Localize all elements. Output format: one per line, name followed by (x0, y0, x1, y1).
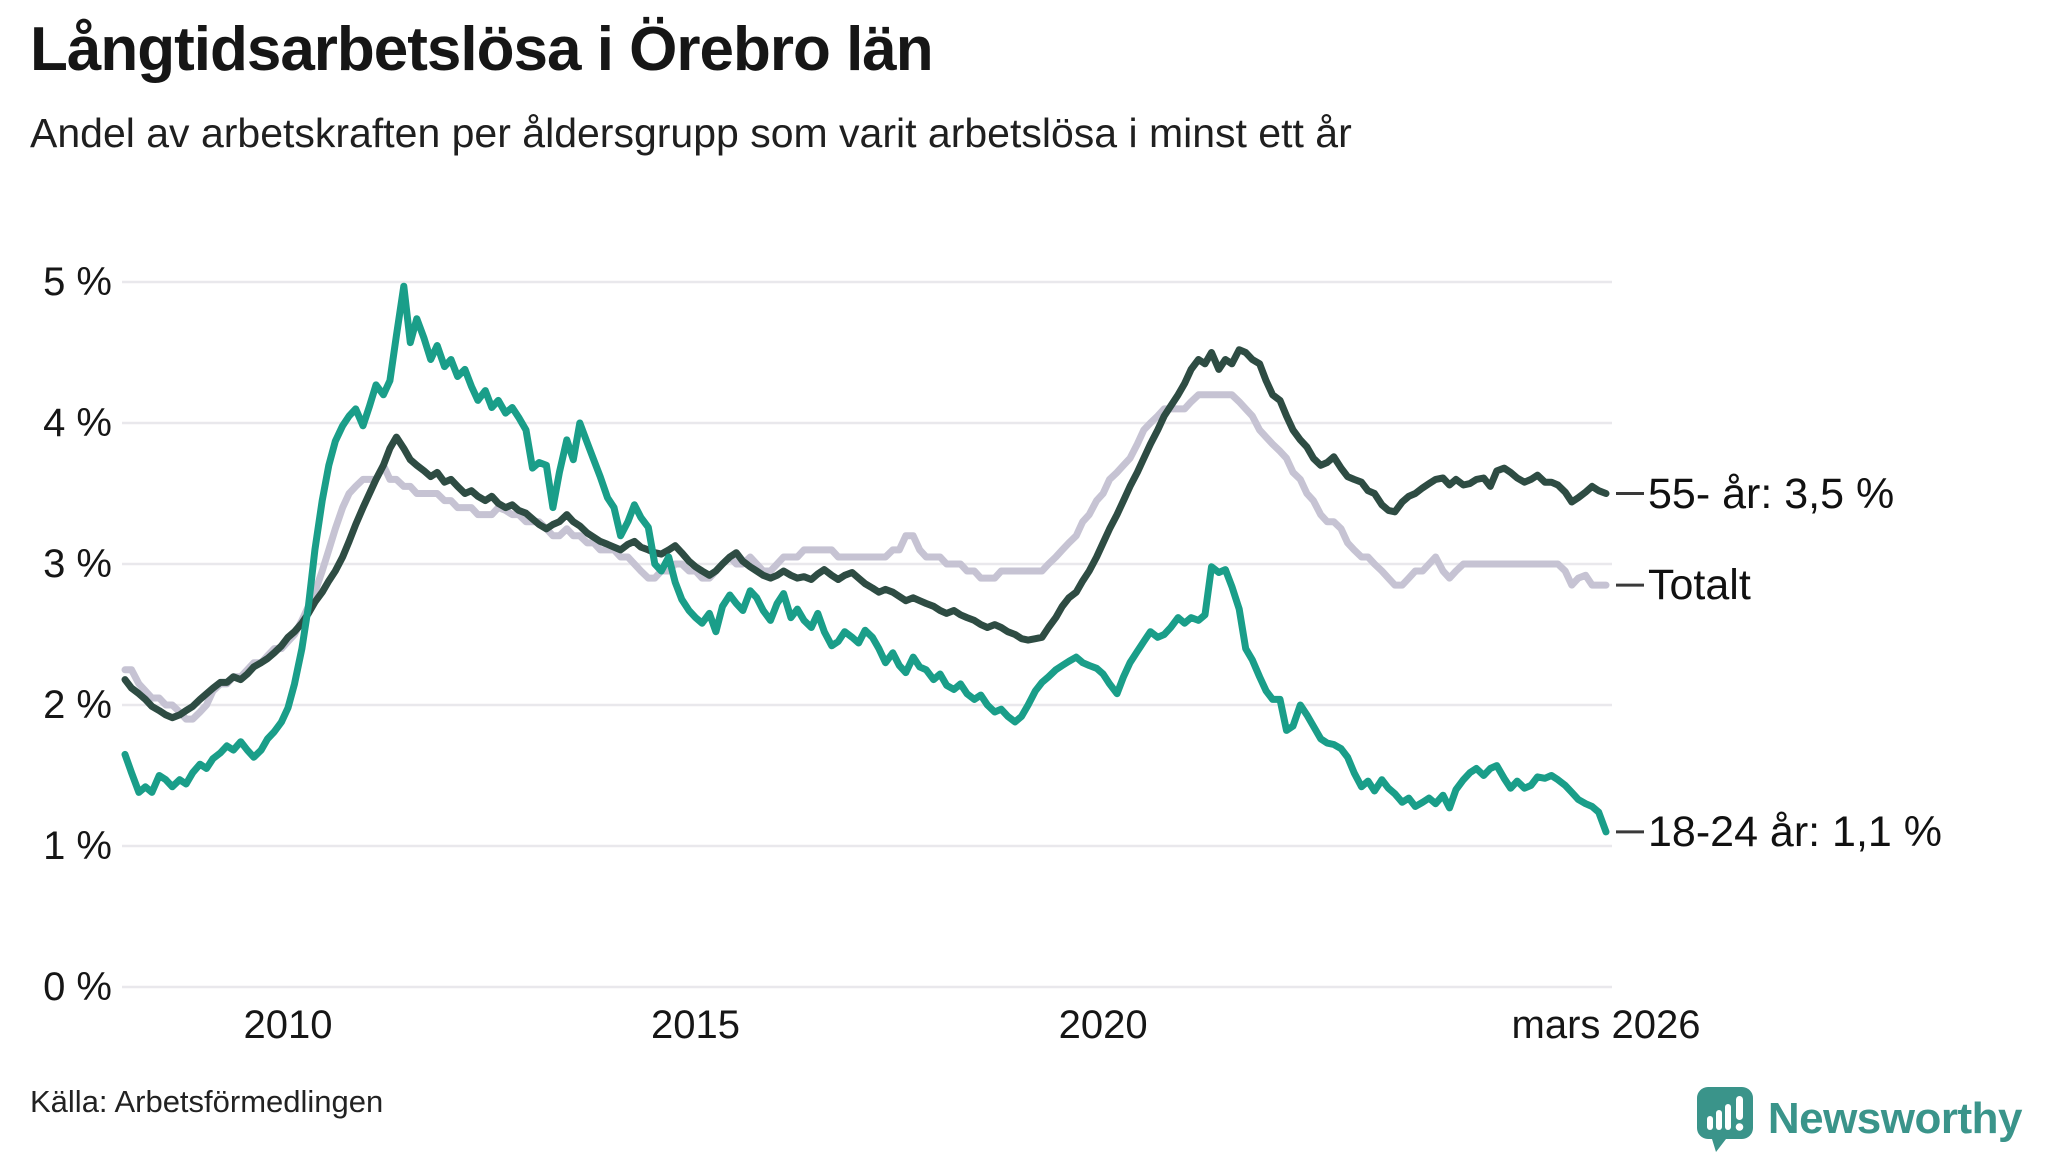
x-tick-label: 2010 (243, 1003, 333, 1047)
y-tick-label: 2 % (43, 683, 112, 727)
x-tick-label: mars 2026 (1511, 1003, 1701, 1047)
page-title: Långtidsarbetslösa i Örebro län (30, 15, 934, 84)
series-label-18-24 år: 18-24 år: 1,1 % (1648, 807, 1943, 856)
newsworthy-icon (1696, 1087, 1753, 1152)
brand-name: Newsworthy (1767, 1094, 2023, 1143)
y-tick-label: 1 % (43, 824, 112, 868)
series-line-18-24 år (121, 282, 1610, 836)
y-tick-label: 5 % (43, 260, 112, 304)
x-tick-label: 2015 (651, 1003, 741, 1047)
series-line-55- år (121, 346, 1610, 722)
series-line-Totalt (121, 391, 1610, 723)
chart-subtitle: Andel av arbetskraften per åldersgrupp s… (30, 110, 1352, 156)
y-tick-label: 0 % (43, 965, 112, 1009)
brand-logo: Newsworthy (1696, 1086, 2023, 1152)
series-label-55- år: 55- år: 3,5 % (1648, 469, 1895, 518)
series-label-Totalt: Totalt (1648, 561, 1751, 610)
y-tick-label: 3 % (43, 542, 112, 586)
y-tick-label: 4 % (43, 401, 112, 445)
x-tick-label: 2020 (1058, 1003, 1148, 1047)
source-note: Källa: Arbetsförmedlingen (30, 1084, 384, 1119)
